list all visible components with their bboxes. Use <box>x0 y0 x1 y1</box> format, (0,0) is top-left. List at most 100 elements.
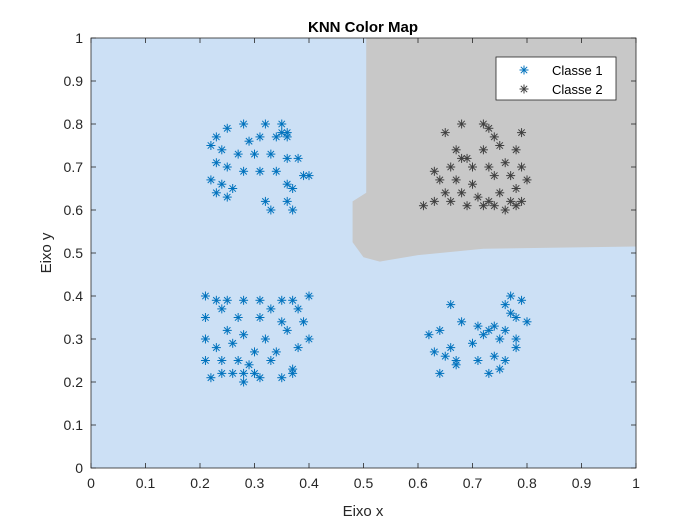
point-classe-1 <box>293 343 303 353</box>
point-classe-1 <box>250 368 259 378</box>
point-classe-1 <box>288 184 298 193</box>
point-classe-1 <box>200 356 210 365</box>
x-tick-label: 0.9 <box>572 475 592 491</box>
point-classe-1 <box>244 360 254 370</box>
point-classe-2 <box>457 119 467 129</box>
plot-area <box>90 37 637 469</box>
point-classe-2 <box>418 201 428 211</box>
point-classe-1 <box>255 132 265 142</box>
legend-marker-classe-1 <box>519 65 529 75</box>
point-classe-1 <box>233 356 243 365</box>
point-classe-1 <box>451 360 461 370</box>
point-classe-1 <box>260 196 270 206</box>
point-classe-1 <box>244 136 254 146</box>
point-classe-1 <box>222 295 232 305</box>
point-classe-2 <box>484 162 494 172</box>
y-tick-label: 0.5 <box>64 245 84 261</box>
legend-marker-classe-2 <box>519 84 529 94</box>
y-tick-label: 0.9 <box>64 73 84 89</box>
point-classe-1 <box>429 347 439 357</box>
point-classe-1 <box>239 377 249 387</box>
point-classe-1 <box>228 338 238 348</box>
point-classe-1 <box>304 334 314 344</box>
point-classe-2 <box>446 196 456 206</box>
point-classe-1 <box>282 179 292 189</box>
point-classe-2 <box>440 128 450 138</box>
point-classe-1 <box>217 179 227 189</box>
point-classe-1 <box>222 123 232 133</box>
point-classe-1 <box>473 356 483 365</box>
x-tick-label: 0 <box>87 475 95 491</box>
point-classe-1 <box>222 192 232 202</box>
y-tick-label: 0.6 <box>64 202 84 218</box>
point-classe-1 <box>468 338 477 348</box>
point-classe-1 <box>495 364 505 374</box>
x-tick-label: 0.7 <box>463 475 483 491</box>
point-classe-1 <box>304 171 314 181</box>
point-classe-1 <box>206 175 216 185</box>
point-classe-1 <box>266 304 276 314</box>
point-classe-1 <box>228 184 238 193</box>
y-tick-label: 0.1 <box>64 417 84 433</box>
point-classe-1 <box>489 321 499 331</box>
point-classe-2 <box>511 201 521 211</box>
point-classe-1 <box>511 313 521 322</box>
point-classe-2 <box>517 162 527 172</box>
point-classe-1 <box>500 356 510 365</box>
point-classe-2 <box>468 162 477 172</box>
point-classe-1 <box>222 162 232 172</box>
point-classe-1 <box>271 347 281 357</box>
point-classe-1 <box>282 153 292 163</box>
point-classe-1 <box>255 313 265 322</box>
point-classe-1 <box>250 347 259 357</box>
point-classe-1 <box>440 351 450 361</box>
point-classe-2 <box>429 196 439 206</box>
point-classe-1 <box>200 291 210 301</box>
point-classe-2 <box>478 145 488 155</box>
point-classe-1 <box>217 356 227 365</box>
legend-label-classe-1: Classe 1 <box>552 63 603 78</box>
legend-entry-classe-2: Classe 2 <box>519 82 603 97</box>
point-classe-1 <box>239 330 249 340</box>
point-classe-1 <box>255 295 265 305</box>
point-classe-1 <box>495 334 505 344</box>
point-classe-1 <box>446 300 456 310</box>
chart-title: KNN Color Map <box>308 19 418 36</box>
point-classe-2 <box>429 166 439 176</box>
point-classe-1 <box>206 141 216 150</box>
point-classe-1 <box>293 304 303 314</box>
y-axis-ticks: 0 0.1 0.2 0.3 0.4 0.5 0.6 0.7 0.8 0.9 1 <box>64 30 636 476</box>
point-classe-1 <box>288 205 298 215</box>
x-tick-label: 0.6 <box>408 475 428 491</box>
x-tick-label: 0.1 <box>136 475 156 491</box>
point-classe-2 <box>511 145 521 155</box>
x-tick-label: 0.3 <box>245 475 265 491</box>
point-classe-1 <box>277 119 287 129</box>
point-classe-2 <box>500 205 510 215</box>
point-classe-1 <box>489 351 499 361</box>
point-classe-2 <box>446 162 456 172</box>
point-classe-1 <box>255 373 265 383</box>
y-tick-label: 0 <box>75 460 83 476</box>
point-classe-1 <box>288 368 298 378</box>
point-classe-2 <box>506 171 516 181</box>
y-tick-label: 0.8 <box>64 116 84 132</box>
point-classe-2 <box>489 201 499 211</box>
point-classe-1 <box>200 334 210 344</box>
point-classe-1 <box>288 295 298 305</box>
point-classe-1 <box>266 149 276 159</box>
point-classe-1 <box>217 368 227 378</box>
point-classe-2 <box>440 188 450 198</box>
point-classe-1 <box>277 317 287 327</box>
point-classe-1 <box>424 330 434 340</box>
point-classe-1 <box>293 153 303 163</box>
y-tick-label: 0.2 <box>64 374 84 390</box>
point-classe-1 <box>211 295 221 305</box>
legend-box <box>495 56 617 101</box>
point-classe-1 <box>200 313 210 322</box>
point-classe-1 <box>506 291 516 301</box>
point-classe-1 <box>266 356 276 365</box>
point-classe-1 <box>260 119 270 129</box>
point-classe-1 <box>299 317 309 327</box>
x-tick-label: 0.2 <box>190 475 210 491</box>
